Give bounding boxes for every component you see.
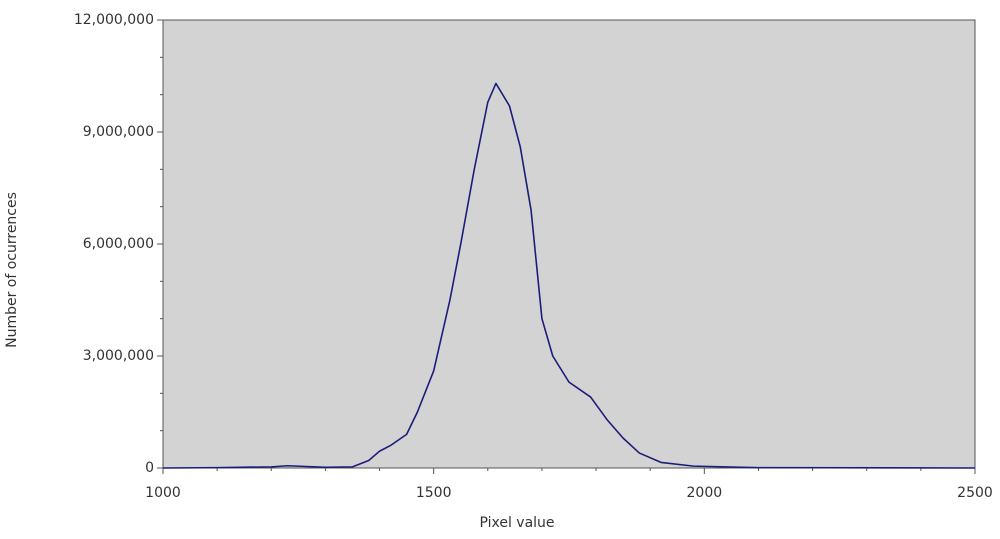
x-tick-label: 2500: [957, 485, 993, 501]
plot-area: [162, 19, 976, 469]
y-tick-label: 12,000,000: [74, 12, 154, 28]
y-axis-label: Number of ocurrences: [4, 192, 20, 348]
y-tick-label: 9,000,000: [83, 124, 154, 140]
y-tick-label: 6,000,000: [83, 236, 154, 252]
x-tick-label: 1500: [416, 485, 452, 501]
x-tick-label: 1000: [145, 485, 181, 501]
data-line: [162, 82, 976, 469]
x-axis-label: Pixel value: [479, 515, 554, 531]
x-tick-label: 2000: [687, 485, 723, 501]
y-tick-label: 0: [145, 460, 154, 476]
y-tick-label: 3,000,000: [83, 348, 154, 364]
